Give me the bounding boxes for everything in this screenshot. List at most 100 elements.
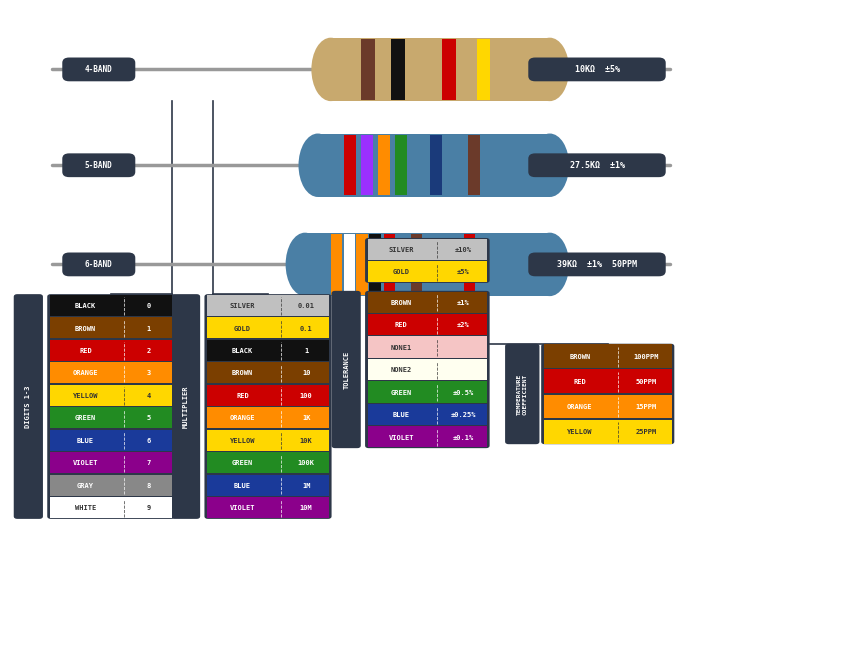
FancyBboxPatch shape xyxy=(50,362,172,383)
Text: GRAY: GRAY xyxy=(77,483,94,489)
FancyBboxPatch shape xyxy=(204,294,332,519)
FancyBboxPatch shape xyxy=(544,395,672,418)
Polygon shape xyxy=(305,233,550,296)
Polygon shape xyxy=(442,39,456,100)
Text: ORANGE: ORANGE xyxy=(567,404,593,410)
FancyBboxPatch shape xyxy=(14,294,43,519)
Text: 8: 8 xyxy=(147,483,151,489)
Polygon shape xyxy=(384,234,395,295)
Text: 3: 3 xyxy=(147,370,151,377)
FancyBboxPatch shape xyxy=(207,317,329,338)
FancyBboxPatch shape xyxy=(207,362,329,383)
Polygon shape xyxy=(464,234,475,295)
Ellipse shape xyxy=(530,134,569,197)
Text: YELLOW: YELLOW xyxy=(73,393,98,399)
Text: 7: 7 xyxy=(147,460,151,467)
FancyBboxPatch shape xyxy=(207,430,329,451)
Text: BLUE: BLUE xyxy=(235,483,251,489)
Text: 39KΩ  ±1%  50PPM: 39KΩ ±1% 50PPM xyxy=(557,260,637,269)
Polygon shape xyxy=(411,234,422,295)
FancyBboxPatch shape xyxy=(47,294,174,519)
Text: 50PPM: 50PPM xyxy=(636,379,657,385)
FancyBboxPatch shape xyxy=(368,426,487,447)
Text: 100PPM: 100PPM xyxy=(634,354,659,360)
Polygon shape xyxy=(378,135,390,196)
Text: 4-BAND: 4-BAND xyxy=(85,65,113,74)
FancyBboxPatch shape xyxy=(50,452,172,473)
Text: 1: 1 xyxy=(147,325,151,332)
Text: BLACK: BLACK xyxy=(75,303,96,309)
FancyBboxPatch shape xyxy=(50,475,172,496)
Text: 10M: 10M xyxy=(300,505,313,512)
Text: MULTIPLIER: MULTIPLIER xyxy=(183,385,188,428)
FancyBboxPatch shape xyxy=(368,359,487,380)
Text: BLUE: BLUE xyxy=(77,438,94,444)
FancyBboxPatch shape xyxy=(171,294,200,519)
FancyBboxPatch shape xyxy=(365,291,490,448)
Text: TOLERANCE: TOLERANCE xyxy=(344,350,349,389)
Polygon shape xyxy=(369,234,381,295)
Polygon shape xyxy=(361,135,373,196)
Text: BROWN: BROWN xyxy=(570,354,590,360)
FancyBboxPatch shape xyxy=(332,291,361,448)
Text: 1K: 1K xyxy=(302,415,310,422)
FancyBboxPatch shape xyxy=(544,369,672,393)
FancyBboxPatch shape xyxy=(528,153,666,177)
Polygon shape xyxy=(356,234,368,295)
Text: DIGITS 1-3: DIGITS 1-3 xyxy=(26,385,31,428)
Text: ORANGE: ORANGE xyxy=(230,415,255,422)
Ellipse shape xyxy=(530,233,569,296)
FancyBboxPatch shape xyxy=(368,239,487,260)
Text: TEMPERATURE
COEFFICIENT: TEMPERATURE COEFFICIENT xyxy=(517,373,527,414)
Text: GREEN: GREEN xyxy=(391,389,411,396)
Polygon shape xyxy=(331,234,342,295)
Text: 0: 0 xyxy=(147,303,151,309)
Text: ±0.25%: ±0.25% xyxy=(451,412,476,418)
Polygon shape xyxy=(361,39,375,100)
Ellipse shape xyxy=(285,233,324,296)
FancyBboxPatch shape xyxy=(541,344,674,444)
FancyBboxPatch shape xyxy=(505,344,539,444)
FancyBboxPatch shape xyxy=(63,253,136,276)
Text: RED: RED xyxy=(395,322,407,329)
Text: ±10%: ±10% xyxy=(455,247,472,253)
Text: SILVER: SILVER xyxy=(230,303,255,309)
Text: 1M: 1M xyxy=(302,483,310,489)
FancyBboxPatch shape xyxy=(50,317,172,338)
FancyBboxPatch shape xyxy=(207,452,329,473)
Text: BLUE: BLUE xyxy=(393,412,410,418)
Polygon shape xyxy=(477,39,490,100)
Polygon shape xyxy=(331,38,550,101)
FancyBboxPatch shape xyxy=(544,344,672,368)
FancyBboxPatch shape xyxy=(528,58,666,81)
FancyBboxPatch shape xyxy=(368,381,487,403)
Text: 25PPM: 25PPM xyxy=(636,429,657,436)
Text: ±0.5%: ±0.5% xyxy=(453,389,474,396)
FancyBboxPatch shape xyxy=(207,295,329,316)
FancyBboxPatch shape xyxy=(365,238,490,283)
FancyBboxPatch shape xyxy=(207,475,329,496)
Text: ±5%: ±5% xyxy=(457,269,470,276)
Text: 0.1: 0.1 xyxy=(300,325,313,332)
FancyBboxPatch shape xyxy=(368,261,487,282)
Text: 2: 2 xyxy=(147,348,151,354)
FancyBboxPatch shape xyxy=(368,404,487,425)
Text: GOLD: GOLD xyxy=(393,269,410,276)
Polygon shape xyxy=(468,135,480,196)
Text: 100K: 100K xyxy=(298,460,314,467)
FancyBboxPatch shape xyxy=(368,336,487,358)
Text: 10KΩ  ±5%: 10KΩ ±5% xyxy=(575,65,619,74)
Text: 10: 10 xyxy=(302,370,310,377)
FancyBboxPatch shape xyxy=(368,314,487,335)
FancyBboxPatch shape xyxy=(50,497,172,518)
FancyBboxPatch shape xyxy=(50,295,172,316)
Text: 4: 4 xyxy=(147,393,151,399)
Polygon shape xyxy=(397,234,408,295)
Text: BROWN: BROWN xyxy=(391,299,411,306)
Text: BROWN: BROWN xyxy=(75,325,96,332)
Text: 5: 5 xyxy=(147,415,151,422)
Text: NONE1: NONE1 xyxy=(391,344,411,351)
FancyBboxPatch shape xyxy=(50,385,172,406)
Text: RED: RED xyxy=(574,379,586,385)
Polygon shape xyxy=(412,135,424,196)
